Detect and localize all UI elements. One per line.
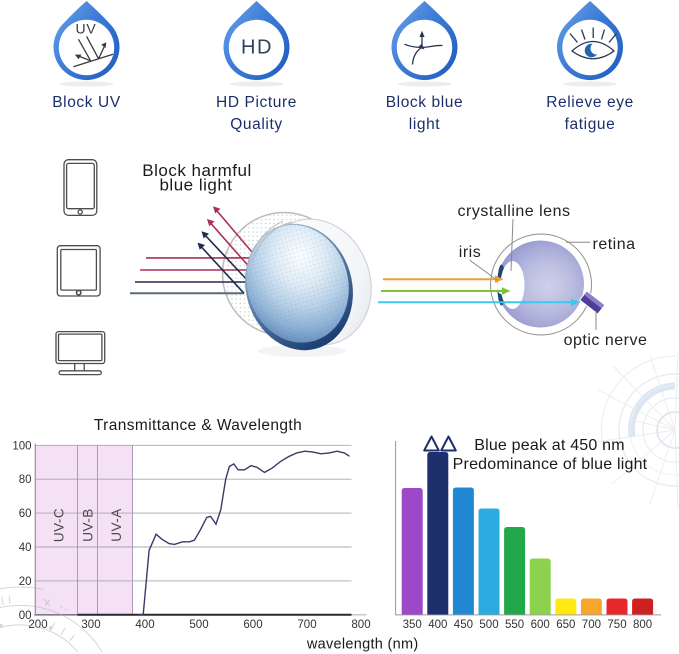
svg-text:800: 800: [351, 619, 370, 631]
svg-text:Relieve eye: Relieve eye: [546, 94, 634, 111]
svg-text:wavelength (nm): wavelength (nm): [306, 637, 419, 653]
svg-text:300: 300: [81, 619, 100, 631]
svg-text:600: 600: [531, 619, 550, 631]
svg-text:Block blue: Block blue: [386, 94, 464, 111]
svg-text:Block UV: Block UV: [52, 94, 121, 111]
svg-text:Quality: Quality: [230, 116, 282, 133]
svg-text:fatigue: fatigue: [565, 116, 616, 133]
svg-text:20: 20: [19, 576, 32, 588]
svg-text:60: 60: [19, 508, 32, 520]
svg-text:Block harmful: Block harmful: [142, 161, 251, 180]
svg-text:450: 450: [454, 619, 473, 631]
svg-text:iris: iris: [459, 244, 481, 261]
svg-text:550: 550: [505, 619, 524, 631]
svg-text:00: 00: [19, 610, 32, 622]
svg-text:blue light: blue light: [159, 176, 232, 195]
svg-text:UV-C: UV-C: [52, 508, 67, 542]
svg-text:350: 350: [403, 619, 422, 631]
svg-text:optic nerve: optic nerve: [564, 332, 648, 349]
svg-text:Blue peak at 450 nm: Blue peak at 450 nm: [474, 437, 625, 454]
svg-text:400: 400: [428, 619, 447, 631]
svg-text:HD: HD: [241, 37, 273, 59]
svg-text:700: 700: [582, 619, 601, 631]
svg-text:UV-A: UV-A: [109, 508, 124, 542]
svg-text:40: 40: [19, 542, 32, 554]
svg-text:400: 400: [135, 619, 154, 631]
svg-text:700: 700: [297, 619, 316, 631]
svg-text:retina: retina: [593, 236, 636, 253]
svg-text:800: 800: [633, 619, 652, 631]
svg-text:600: 600: [243, 619, 262, 631]
svg-text:500: 500: [189, 619, 208, 631]
svg-text:UV: UV: [75, 21, 96, 37]
svg-text:light: light: [409, 116, 441, 133]
svg-text:HD Picture: HD Picture: [216, 94, 297, 111]
svg-text:750: 750: [607, 619, 626, 631]
svg-text:80: 80: [19, 474, 32, 486]
svg-text:crystalline lens: crystalline lens: [458, 203, 571, 220]
svg-text:Predominance of blue light: Predominance of blue light: [453, 456, 648, 473]
svg-text:100: 100: [12, 440, 31, 452]
svg-text:UV-B: UV-B: [81, 508, 96, 542]
svg-text:650: 650: [556, 619, 575, 631]
svg-text:500: 500: [479, 619, 498, 631]
svg-text:Transmittance & Wavelength: Transmittance & Wavelength: [94, 417, 302, 434]
